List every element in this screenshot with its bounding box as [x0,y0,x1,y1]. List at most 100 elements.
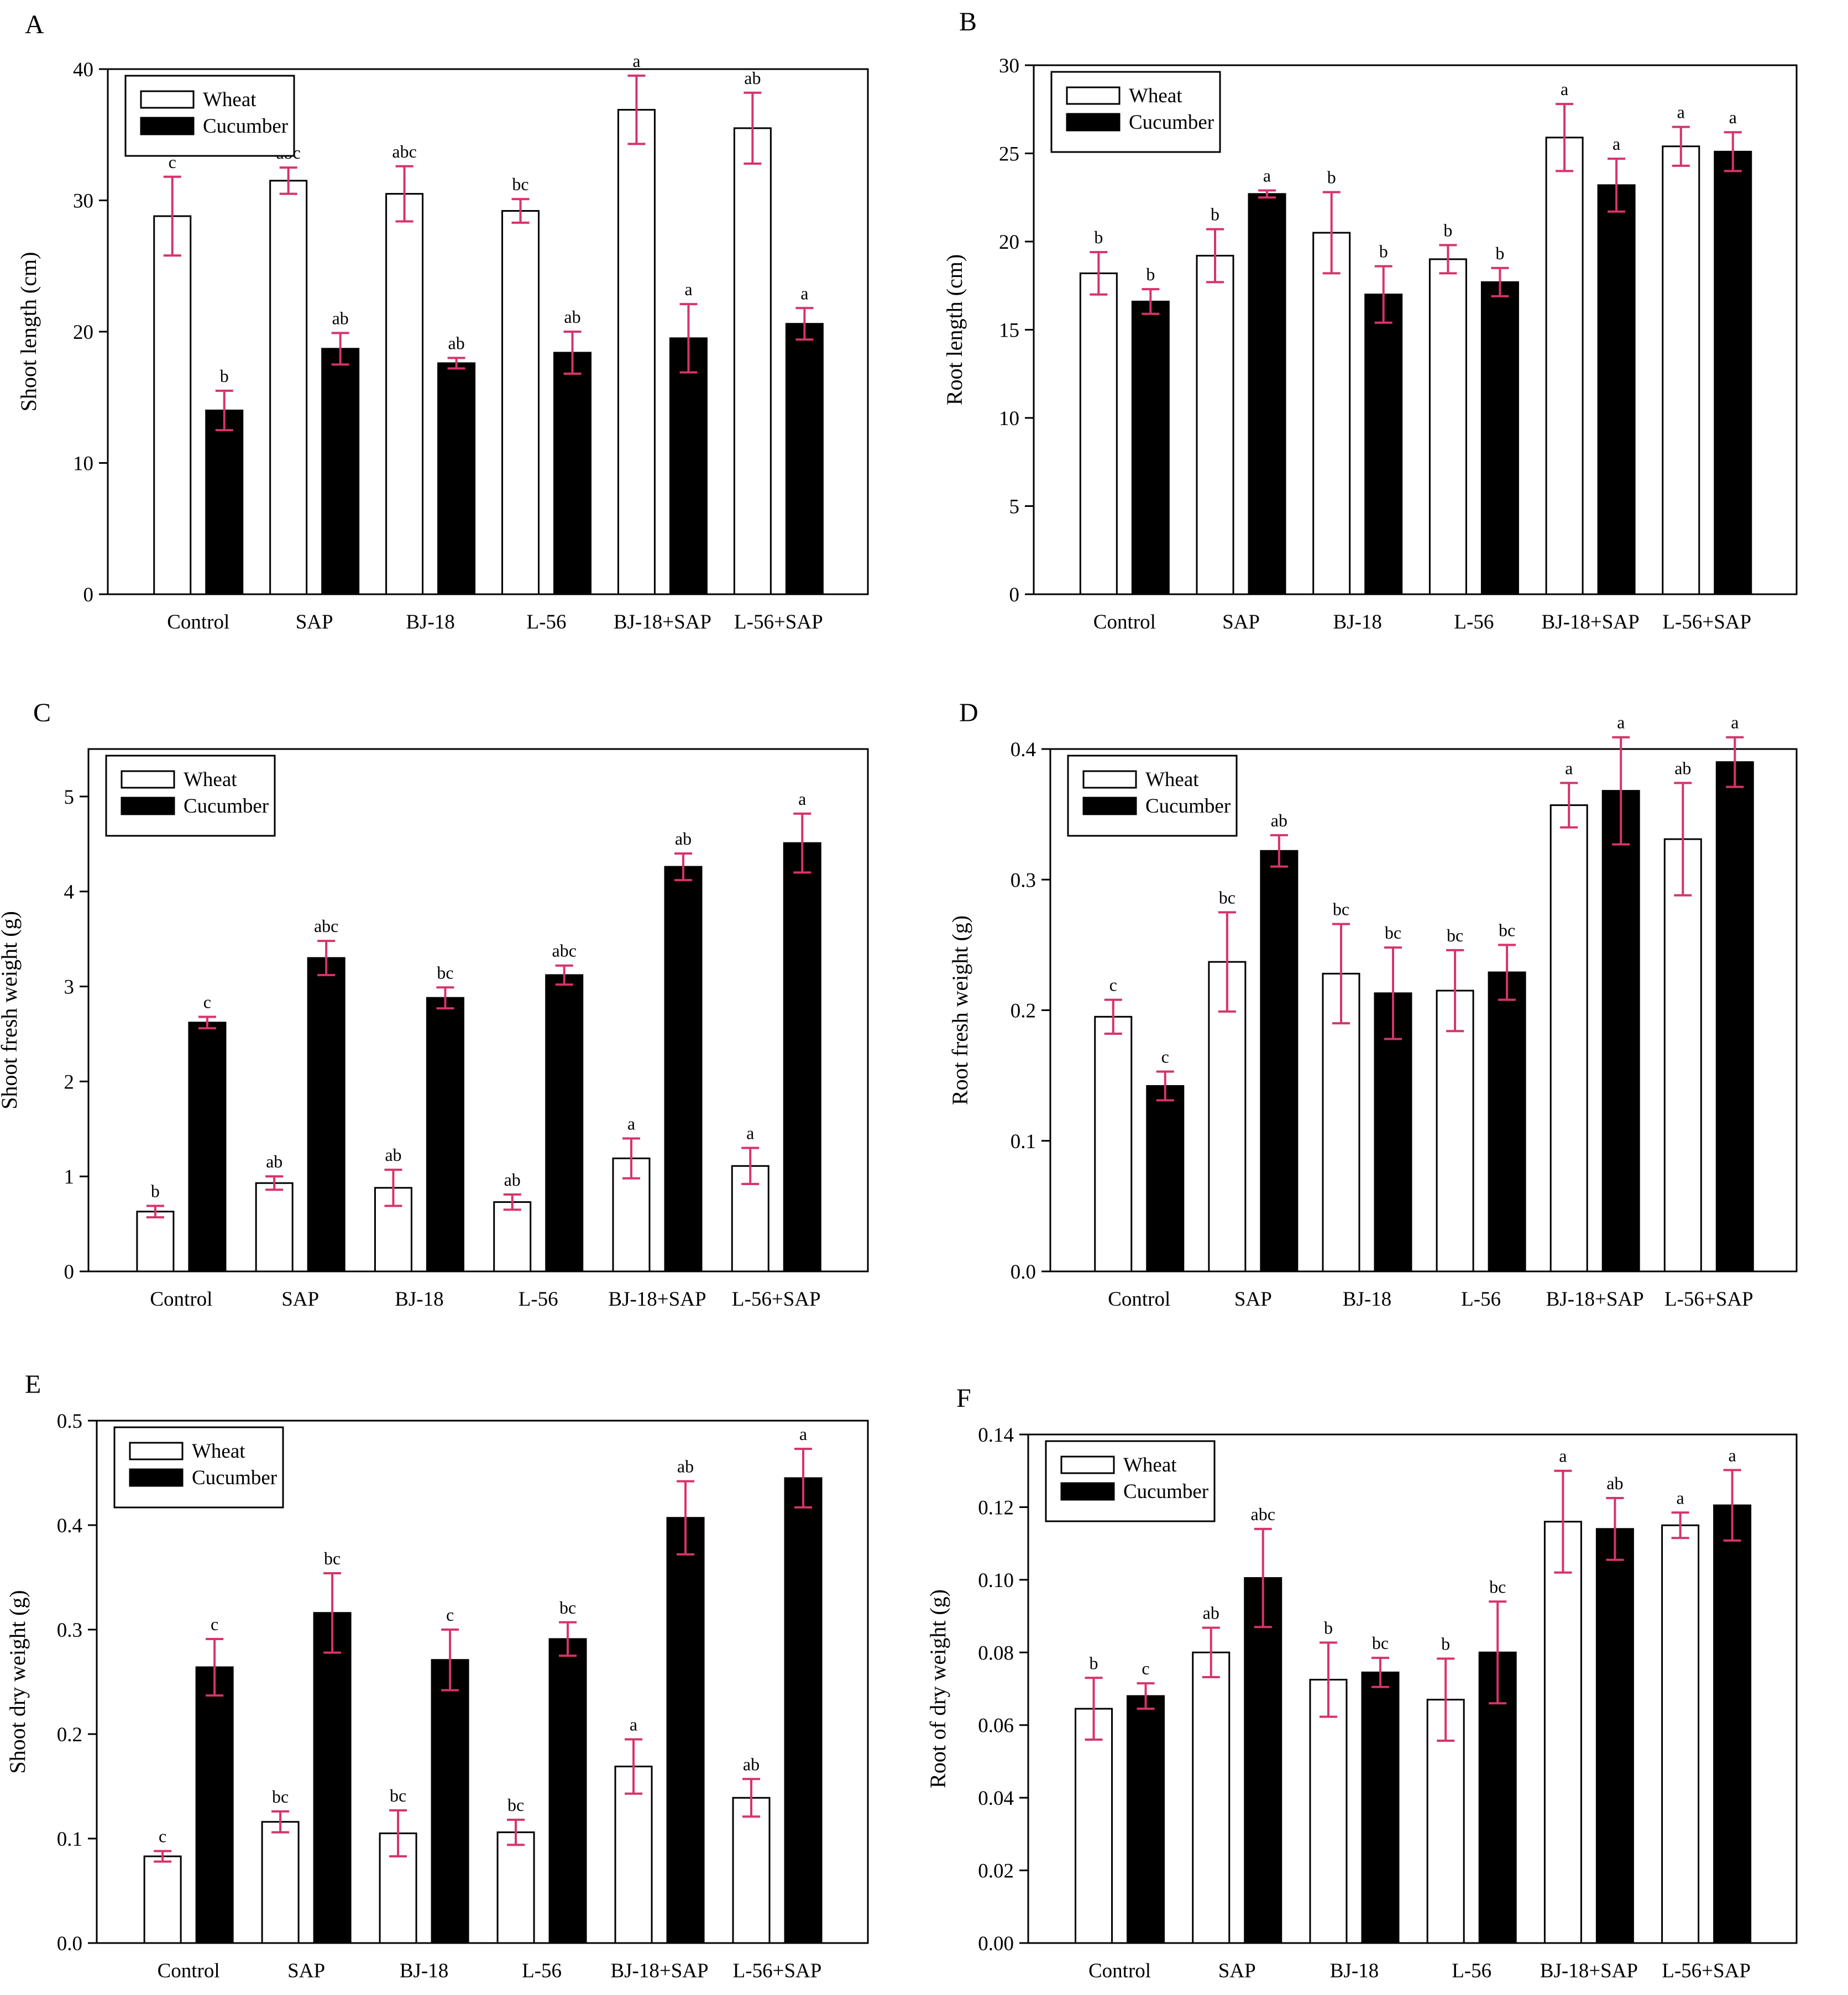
significance-letter: b [1094,227,1103,247]
y-tick-label: 0.0 [1011,1261,1036,1284]
significance-letter: a [1263,165,1271,185]
bar-cucumber-bj-18-sap [1595,1528,1634,1944]
bar-cucumber-sap [1244,1577,1282,1944]
significance-letter: a [1677,102,1685,122]
bar-cucumber-sap [307,957,345,1273]
significance-letter: ab [1606,1473,1623,1493]
x-tick-label: SAP [1218,1960,1256,1982]
y-tick-label: 0.00 [978,1933,1014,1955]
y-tick-label: 0.0 [57,1933,82,1955]
x-tick-label: SAP [281,1288,319,1311]
bar-wheat-control [136,1211,175,1273]
y-tick-label: 0.2 [57,1724,82,1746]
y-tick-label: 0.12 [978,1496,1014,1519]
x-tick-label: L-56+SAP [732,1288,821,1311]
significance-letter: bc [1372,1633,1389,1653]
legend-swatch-cucumber [1082,797,1137,815]
significance-letter: abc [552,941,577,961]
y-tick-label: 0 [83,584,94,606]
x-tick-label: BJ-18+SAP [1542,611,1640,633]
significance-letter: bc [437,962,453,982]
bar-cucumber-l-56 [1480,281,1519,595]
significance-letter: ab [564,307,580,327]
legend-swatch-cucumber [129,1468,184,1487]
y-tick-label: 0.4 [57,1515,82,1537]
legend: Wheat Cucumber [1045,1440,1216,1522]
legend-swatch-wheat [1066,86,1121,105]
plot-frame [1027,1433,1798,1944]
y-tick-label: 0.14 [978,1424,1014,1447]
bar-cucumber-l-56-sap [1715,761,1754,1273]
legend-swatch-cucumber [140,117,195,135]
bar-wheat-control [1075,1708,1113,1944]
bar-cucumber-sap [321,348,360,595]
x-tick-label: Control [1088,1960,1151,1982]
bar-cucumber-bj-18-sap [666,1517,705,1944]
significance-letter: a [1731,713,1739,732]
significance-letter: b [1441,1633,1450,1653]
significance-letter: b [1090,1653,1098,1673]
bar-cucumber-control [188,1022,227,1273]
y-axis-label: Root fresh weight (g) [947,915,972,1105]
x-tick-label: SAP [1222,611,1260,633]
y-tick-label: 0.2 [1011,1000,1036,1023]
bar-cucumber-bj-18 [426,997,464,1273]
x-tick-label: SAP [296,611,333,633]
chart-panel-c: C 0 1 2 3 4 5 Shoot fresh weight (g) b ab ab ab a a c a… [0,698,869,1311]
legend-swatch-wheat [129,1442,184,1460]
bar-cucumber-bj-18 [1361,1671,1400,1944]
panel-label: A [25,10,44,39]
significance-letter: a [1676,1488,1684,1507]
y-tick-label: 25 [999,143,1019,166]
bar-wheat-l-56 [501,210,540,595]
significance-letter: ab [385,1145,401,1165]
legend-box [1067,755,1238,837]
significance-letter: ab [1271,810,1287,830]
x-tick-label: Control [150,1288,212,1311]
significance-letter: b [220,366,229,386]
x-tick-label: BJ-18+SAP [614,611,711,633]
significance-letter: abc [314,916,338,936]
significance-letter: ab [1203,1603,1219,1623]
legend-label-wheat: Wheat [184,768,237,791]
significance-letter: b [1327,167,1336,187]
significance-letter: ab [675,829,692,849]
bar-wheat-control [143,1855,182,1944]
legend: Wheat Cucumber [1067,755,1238,837]
significance-letter: ab [332,308,349,328]
bar-wheat-sap [1208,961,1247,1273]
x-tick-label: L-56+SAP [1664,1288,1753,1311]
significance-letter: bc [1447,925,1463,945]
y-tick-label: 1 [64,1166,75,1188]
significance-letter: bc [559,1598,576,1617]
x-tick-label: BJ-18 [395,1288,443,1311]
x-tick-label: L-56+SAP [1662,611,1751,633]
legend-box [105,755,276,837]
panel-label: D [959,698,978,727]
significance-letter: b [1324,1618,1333,1638]
significance-letter: c [1109,975,1117,995]
significance-letter: abc [1251,1504,1275,1524]
bar-cucumber-l-56-sap [1714,150,1752,595]
bar-wheat-sap [255,1182,294,1273]
bar-wheat-bj-18-sap [617,109,656,595]
significance-letter: bc [1499,920,1515,940]
x-tick-label: Control [158,1960,220,1982]
y-tick-label: 0 [64,1261,75,1284]
significance-letter: a [630,1714,637,1734]
significance-letter: a [798,789,806,809]
bar-wheat-control [1094,1015,1133,1273]
bar-cucumber-control [1146,1085,1185,1273]
bar-cucumber-l-56-sap [785,323,824,595]
legend-label-cucumber: Cucumber [184,795,269,818]
significance-letter: bc [1333,899,1349,919]
plot-frame [87,748,869,1273]
legend-label-wheat: Wheat [1123,1454,1177,1476]
significance-letter: a [1617,713,1625,732]
bar-wheat-bj-18-sap [1545,137,1584,595]
legend-label-cucumber: Cucumber [192,1467,277,1489]
y-tick-label: 20 [999,231,1019,254]
bar-cucumber-bj-18-sap [669,337,708,595]
bar-wheat-sap [261,1821,300,1944]
